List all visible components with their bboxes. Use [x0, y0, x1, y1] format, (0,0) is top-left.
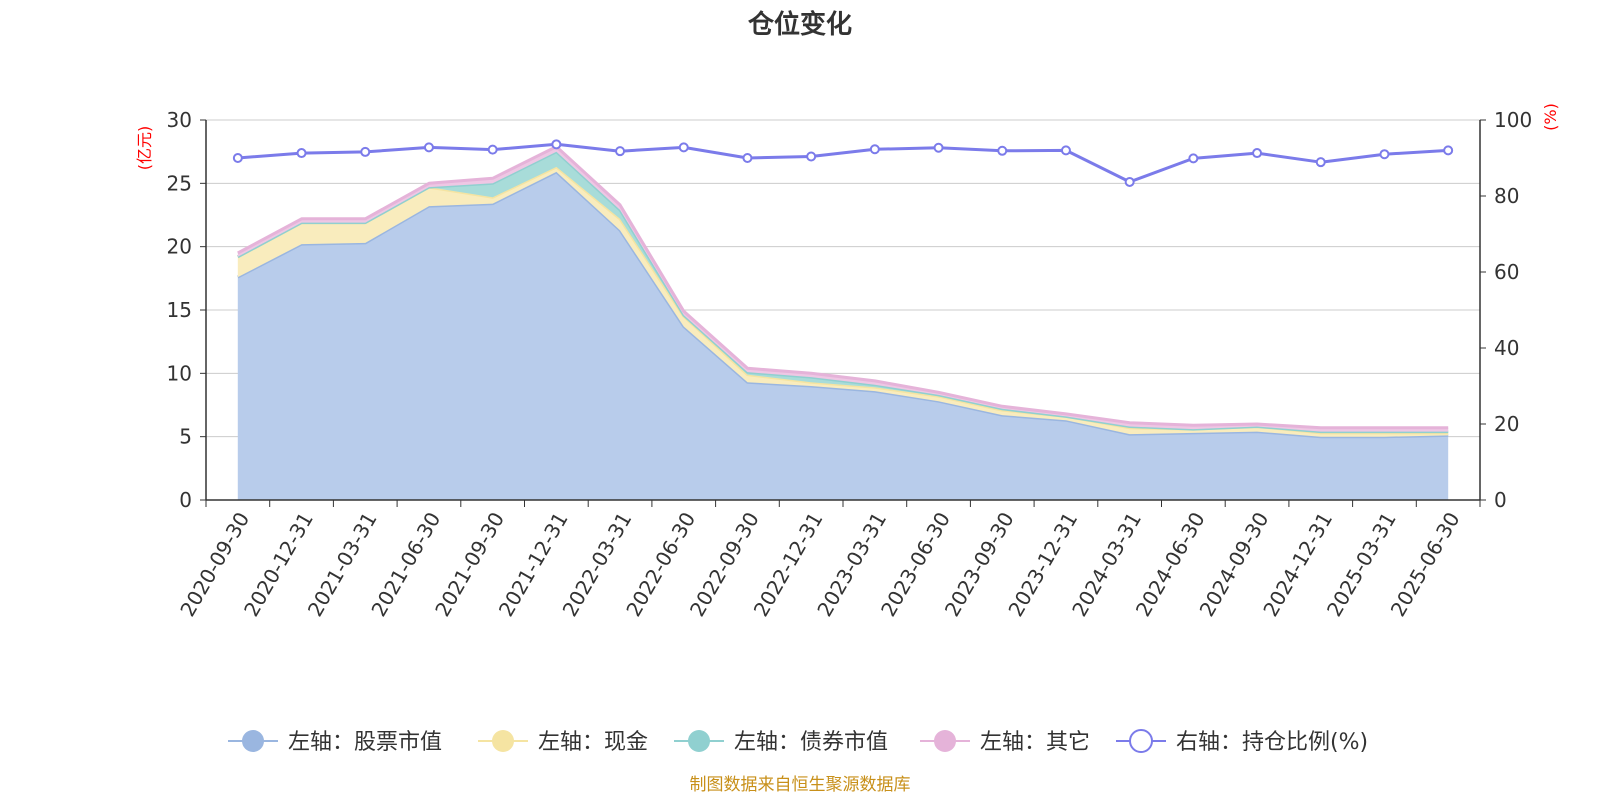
area-series-0 [237, 171, 1449, 500]
left-axis-tick-label: 0 [179, 488, 192, 512]
chart-title: 仓位变化 [747, 9, 852, 40]
legend-marker [242, 730, 264, 752]
ratio-point [360, 146, 371, 157]
legend-item: 左轴：现金 [478, 730, 648, 755]
right-axis-tick-label: 80 [1494, 184, 1519, 208]
right-axis-tick-label: 20 [1494, 412, 1519, 436]
ratio-point [1060, 145, 1071, 156]
legend-marker [492, 730, 514, 752]
left-axis-tick-label: 10 [167, 361, 192, 385]
ratio-point [232, 153, 243, 163]
ratio-point [615, 146, 626, 157]
legend: 左轴：股票市值 左轴：现金 左轴：债券市值 左轴：其它 右轴：持仓比例(%) [228, 729, 1368, 755]
left-axis-tick-label: 5 [179, 425, 192, 449]
position-ratio-line [232, 139, 1454, 187]
legend-item: 右轴：持仓比例(%) [1116, 729, 1368, 755]
right-axis-tick-label: 60 [1494, 260, 1519, 284]
ratio-point [423, 142, 434, 153]
ratio-point [933, 142, 944, 153]
ratio-point [869, 144, 880, 155]
ratio-point [1188, 153, 1199, 164]
legend-label: 右轴：持仓比例(%) [1176, 730, 1368, 755]
right-axis-tick-label: 100 [1494, 108, 1532, 132]
left-axis-tick-label: 20 [167, 235, 192, 259]
ratio-point [742, 153, 753, 163]
legend-label: 左轴：债券市值 [734, 730, 888, 755]
legend-label: 左轴：现金 [538, 730, 648, 755]
ratio-point [806, 151, 817, 162]
ratio-point [1315, 157, 1326, 168]
right-axis-tick-label: 0 [1494, 488, 1507, 512]
left-axis-tick-label: 15 [167, 298, 192, 322]
ratio-point [551, 139, 562, 150]
ratio-point [1124, 176, 1135, 187]
data-source-note: 制图数据来自恒生聚源数据库 [690, 775, 911, 795]
ratio-point [997, 145, 1008, 156]
legend-marker [1129, 729, 1153, 753]
legend-marker [934, 730, 956, 752]
legend-label: 左轴：其它 [980, 730, 1090, 755]
ratio-line [237, 142, 1449, 184]
ratio-point [678, 142, 689, 153]
area-series-edge-3 [237, 145, 1449, 430]
legend-marker [688, 730, 710, 752]
legend-label: 左轴：股票市值 [288, 730, 442, 755]
legend-item: 左轴：股票市值 [228, 730, 442, 755]
right-axis-unit: (%) [1541, 103, 1560, 131]
ratio-point [1252, 148, 1263, 159]
stacked-areas [237, 145, 1449, 500]
ratio-point [296, 148, 307, 159]
ratio-point [1443, 145, 1454, 156]
right-axis-tick-label: 40 [1494, 336, 1519, 360]
ratio-point [487, 144, 498, 155]
left-axis-unit: (亿元) [135, 126, 154, 171]
left-axis-tick-label: 30 [167, 108, 192, 132]
legend-item: 左轴：债券市值 [674, 730, 888, 755]
legend-item: 左轴：其它 [920, 730, 1090, 755]
ratio-point [1379, 149, 1390, 160]
left-axis-tick-label: 25 [167, 171, 192, 195]
